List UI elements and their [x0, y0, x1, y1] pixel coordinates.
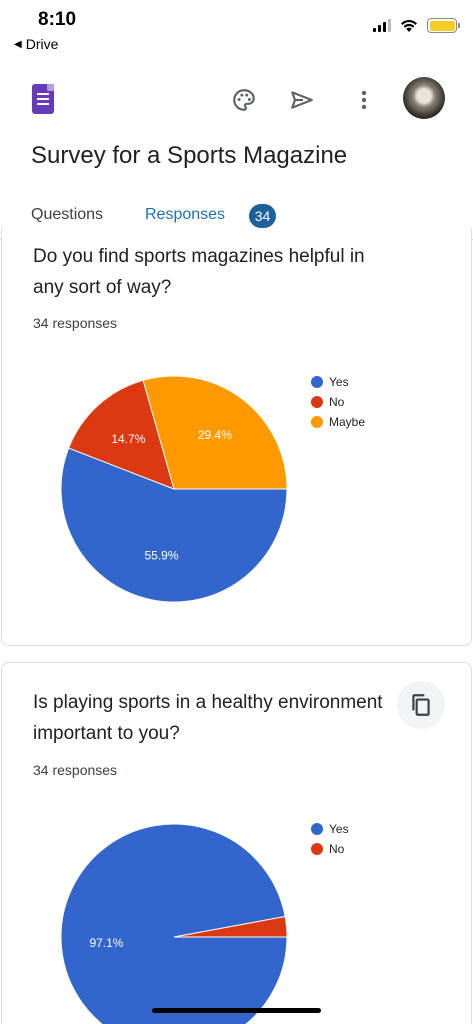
legend-item-yes: Yes: [311, 819, 349, 839]
question-card: Do you find sports magazines helpful in …: [1, 228, 472, 646]
pie-chart: 55.9% 14.7% 29.4%: [60, 375, 288, 603]
legend-item-no: No: [311, 839, 349, 859]
responses-count-badge: 34: [249, 204, 276, 228]
battery-icon: [427, 18, 460, 33]
google-forms-logo-icon[interactable]: [32, 84, 54, 114]
wifi-icon: [401, 19, 417, 32]
cellular-signal-icon: [373, 19, 391, 32]
avatar[interactable]: [403, 77, 445, 119]
tab-questions[interactable]: Questions: [31, 206, 104, 223]
pie-chart: 97.1%: [60, 823, 288, 1024]
pie-slice-yes: [60, 447, 288, 603]
pie-slice-no: [68, 379, 175, 490]
legend-label: No: [329, 842, 345, 856]
legend-dot: [311, 823, 323, 835]
question-title: Is playing sports in a healthy environme…: [33, 692, 383, 744]
copy-chart-button[interactable]: [397, 681, 445, 729]
legend-dot: [311, 396, 323, 408]
more-vert-icon[interactable]: [346, 82, 382, 118]
chart-legend: Yes No Maybe: [311, 372, 365, 432]
legend-dot: [311, 416, 323, 428]
legend-item-maybe: Maybe: [311, 412, 365, 432]
chart-legend: Yes No: [311, 819, 349, 859]
pie-slice-label: 97.1%: [89, 936, 123, 950]
question-card: Is playing sports in a healthy environme…: [1, 662, 472, 1024]
send-icon[interactable]: [284, 82, 320, 118]
copy-icon: [412, 694, 430, 716]
question-title: Do you find sports magazines helpful in …: [33, 246, 365, 298]
status-time: 8:10: [38, 9, 77, 30]
pie-slice-label: 29.4%: [198, 428, 232, 442]
app-bar: [0, 70, 473, 130]
back-label: Drive: [25, 36, 59, 52]
pie-slice-no: [173, 915, 288, 938]
legend-item-no: No: [311, 392, 365, 412]
legend-label: No: [329, 395, 345, 409]
back-to-drive[interactable]: ◀ Drive: [14, 36, 58, 52]
legend-label: Yes: [329, 822, 349, 836]
status-icons: [373, 18, 460, 33]
pie-slice-maybe: [142, 375, 288, 490]
pie-slice-label: 14.7%: [111, 432, 145, 446]
response-count: 34 responses: [33, 762, 118, 778]
legend-dot: [311, 376, 323, 388]
response-count: 34 responses: [33, 315, 118, 331]
legend-label: Maybe: [329, 415, 366, 429]
page-title: Survey for a Sports Magazine: [31, 142, 348, 169]
back-triangle-icon: ◀: [14, 38, 22, 50]
legend-dot: [311, 843, 323, 855]
legend-item-yes: Yes: [311, 372, 365, 392]
pie-slice-yes: [60, 823, 288, 1024]
pie-slice-label: 55.9%: [144, 549, 178, 563]
legend-label: Yes: [329, 375, 349, 389]
tab-responses[interactable]: Responses: [145, 206, 226, 223]
palette-icon[interactable]: [226, 82, 262, 118]
home-indicator: [152, 1008, 321, 1013]
